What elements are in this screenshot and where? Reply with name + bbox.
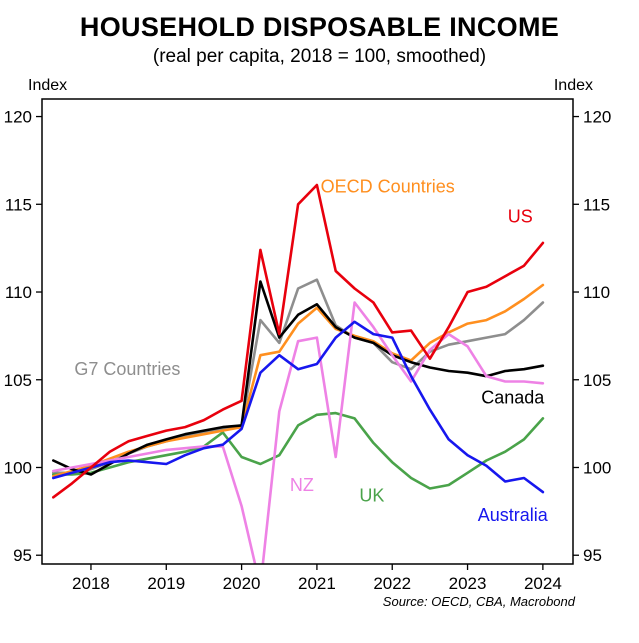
plot-frame: [41, 98, 574, 565]
x-tick-label: 2022: [373, 574, 411, 593]
series-line-nz: [51, 301, 545, 564]
series-label-australia: Australia: [478, 505, 549, 525]
y-tick-label-right: 105: [583, 371, 611, 390]
x-tick-label: 2023: [449, 574, 487, 593]
series-label-nz: NZ: [290, 475, 314, 495]
chart-subtitle: (real per capita, 2018 = 100, smoothed): [152, 46, 487, 67]
y-tick-label-left: 95: [13, 546, 32, 565]
y-tick-label-left: 105: [4, 371, 32, 390]
series-label-uk: UK: [359, 486, 384, 506]
x-tick-label: 2021: [298, 574, 336, 593]
series-label-canada: Canada: [481, 387, 545, 407]
line-chart: 95 95 100 100 105 105 110 110 115 115 120 120 2018 20…: [4, 98, 611, 593]
series-label-oecd-countries: OECD Countries: [321, 177, 455, 197]
x-tick-label: 2024: [524, 574, 562, 593]
left-axis-unit-label: Index: [28, 77, 68, 94]
y-tick-label-right: 110: [583, 283, 610, 302]
y-tick-label-right: 100: [583, 458, 611, 477]
series-label-us: US: [508, 207, 533, 227]
y-tick-label-left: 100: [4, 458, 32, 477]
y-tick-label-right: 120: [583, 108, 611, 127]
x-tick-label: 2018: [72, 574, 110, 593]
chart-title: HOUSEHOLD DISPOSABLE INCOME: [79, 12, 560, 42]
y-tick-label-left: 110: [5, 283, 32, 302]
series-line-australia: [51, 320, 545, 494]
y-tick-label-left: 120: [4, 108, 32, 127]
series-line-canada: [51, 280, 545, 476]
x-tick-label: 2020: [223, 574, 261, 593]
x-tick-label: 2019: [147, 574, 185, 593]
series-line-us: [51, 183, 545, 499]
right-axis-unit-label: Index: [553, 77, 593, 94]
y-tick-label-right: 95: [583, 546, 602, 565]
series-label-g7-countries: G7 Countries: [74, 359, 180, 379]
axis-unit-row: Index Index: [0, 68, 639, 97]
y-tick-label-right: 115: [583, 195, 610, 214]
source-note: Source: OECD, CBA, Macrobond: [382, 594, 575, 609]
y-tick-label-left: 115: [5, 195, 32, 214]
